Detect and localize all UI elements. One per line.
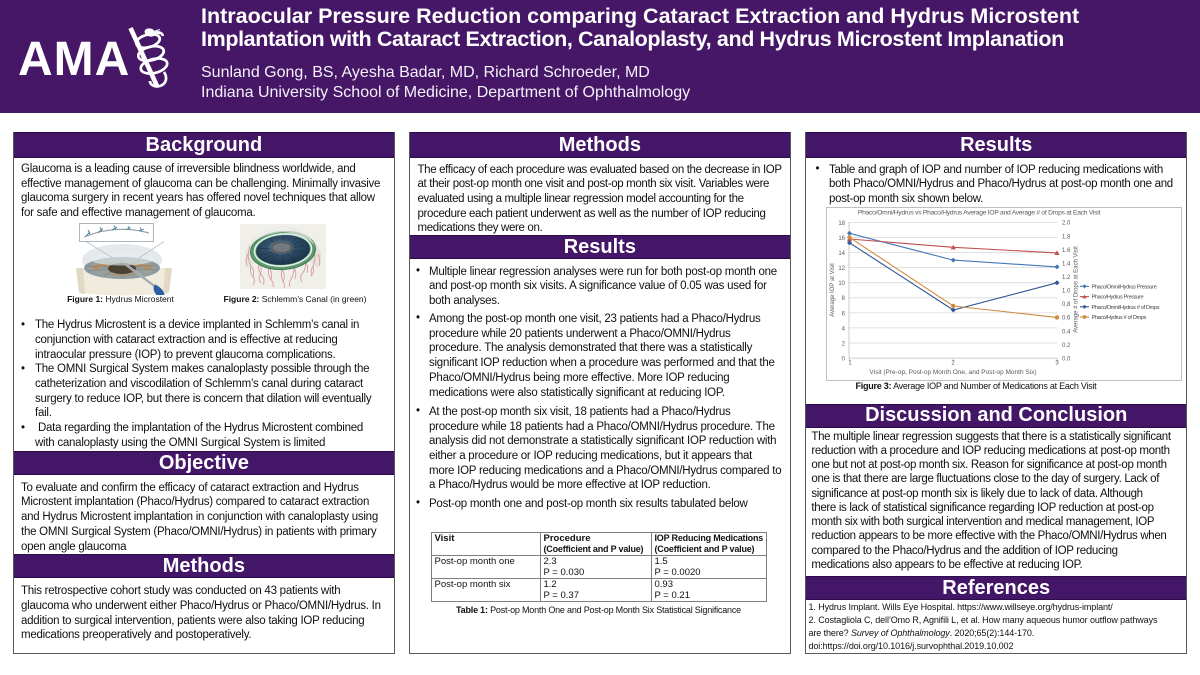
svg-text:Average IOP at Visit: Average IOP at Visit: [830, 263, 836, 317]
svg-text:Average # of Drops at Each Vis: Average # of Drops at Each Visit: [1073, 246, 1079, 333]
svg-text:0.8: 0.8: [1062, 302, 1071, 308]
svg-text:18: 18: [838, 220, 845, 226]
svg-text:1.8: 1.8: [1062, 234, 1071, 240]
svg-text:0.6: 0.6: [1062, 315, 1071, 321]
svg-text:Phaco/Hydrus Pressure: Phaco/Hydrus Pressure: [1091, 294, 1143, 300]
svg-text:16: 16: [838, 236, 845, 242]
svg-text:2: 2: [841, 341, 845, 347]
svg-text:8: 8: [841, 296, 845, 302]
svg-text:Visit (Pre-op, Post-op Month O: Visit (Pre-op, Post-op Month One, and Po…: [869, 369, 1036, 376]
svg-text:14: 14: [838, 251, 845, 257]
svg-text:1: 1: [848, 360, 852, 366]
svg-text:Phaco/Omni/Hydrus vs Phaco/Hyd: Phaco/Omni/Hydrus vs Phaco/Hydrus Averag…: [857, 209, 1100, 216]
svg-text:3: 3: [1055, 360, 1059, 366]
svg-text:6: 6: [841, 311, 845, 317]
svg-text:Phaco/Omni/Hydrus Pressure: Phaco/Omni/Hydrus Pressure: [1091, 284, 1156, 290]
svg-text:2.0: 2.0: [1062, 220, 1071, 226]
svg-text:4: 4: [841, 326, 845, 332]
svg-text:1.2: 1.2: [1062, 275, 1071, 281]
svg-text:0: 0: [841, 356, 845, 362]
svg-text:2: 2: [951, 360, 955, 366]
svg-text:0.0: 0.0: [1062, 356, 1071, 362]
svg-text:1.4: 1.4: [1062, 261, 1071, 267]
svg-text:1.0: 1.0: [1062, 288, 1071, 294]
svg-text:0.2: 0.2: [1062, 342, 1071, 348]
svg-text:12: 12: [838, 266, 845, 272]
svg-text:Phaco/Omni/Hydrus # of Drops: Phaco/Omni/Hydrus # of Drops: [1091, 304, 1159, 310]
svg-text:Phaco/Hydrus # of Drops: Phaco/Hydrus # of Drops: [1091, 315, 1146, 321]
svg-text:10: 10: [838, 281, 845, 287]
svg-text:1.6: 1.6: [1062, 247, 1071, 253]
svg-text:0.4: 0.4: [1062, 329, 1071, 335]
